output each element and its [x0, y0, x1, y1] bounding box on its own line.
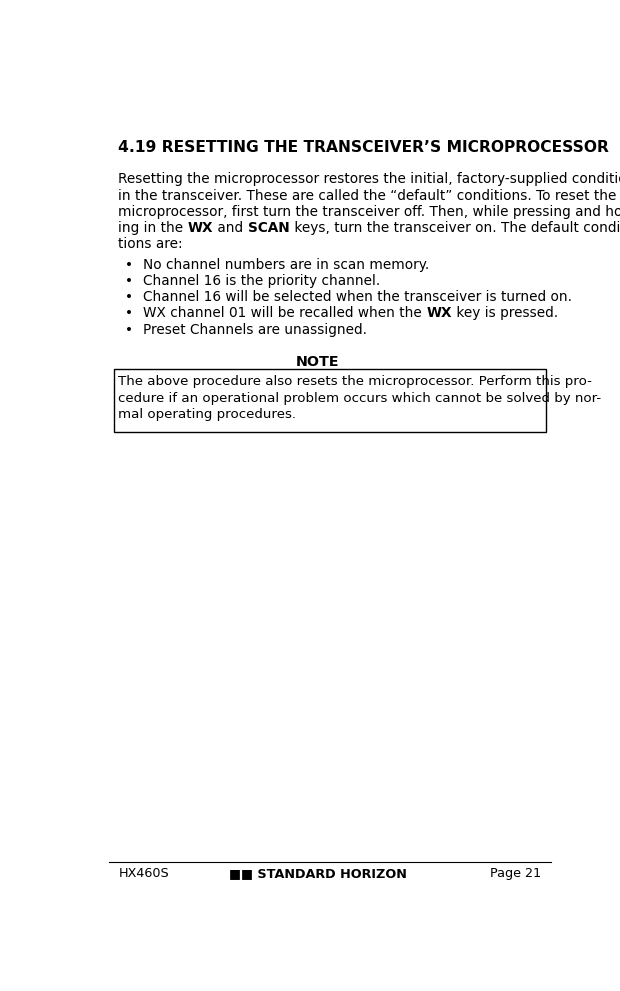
Text: The above procedure also resets the microprocessor. Perform this pro-: The above procedure also resets the micr…: [118, 376, 592, 388]
Bar: [113, 370, 546, 432]
Text: WX: WX: [427, 306, 452, 320]
Text: keys, turn the transceiver on. The default condi-: keys, turn the transceiver on. The defau…: [290, 221, 620, 235]
Text: Page 21: Page 21: [490, 867, 541, 880]
Text: 4.19 RESETTING THE TRANSCEIVER’S MICROPROCESSOR: 4.19 RESETTING THE TRANSCEIVER’S MICROPR…: [118, 141, 609, 156]
Text: •: •: [125, 290, 133, 304]
Text: cedure if an operational problem occurs which cannot be solved by nor-: cedure if an operational problem occurs …: [118, 391, 601, 404]
Text: key is pressed.: key is pressed.: [452, 306, 558, 320]
Text: •: •: [125, 306, 133, 320]
Text: WX channel 01 will be recalled when the: WX channel 01 will be recalled when the: [143, 306, 427, 320]
Text: SCAN: SCAN: [248, 221, 290, 235]
Text: •: •: [125, 258, 133, 272]
Text: NOTE: NOTE: [296, 356, 340, 370]
Text: in the transceiver. These are called the “default” conditions. To reset the: in the transceiver. These are called the…: [118, 188, 617, 202]
Text: HX460S: HX460S: [118, 867, 169, 880]
Text: Channel 16 is the priority channel.: Channel 16 is the priority channel.: [143, 274, 381, 288]
Text: •: •: [125, 322, 133, 337]
Text: Resetting the microprocessor restores the initial, factory-supplied conditions: Resetting the microprocessor restores th…: [118, 172, 620, 186]
Text: ing in the: ing in the: [118, 221, 188, 235]
Text: ■■ STANDARD HORIZON: ■■ STANDARD HORIZON: [229, 867, 407, 880]
Text: Channel 16 will be selected when the transceiver is turned on.: Channel 16 will be selected when the tra…: [143, 290, 572, 304]
Text: and: and: [213, 221, 248, 235]
Text: No channel numbers are in scan memory.: No channel numbers are in scan memory.: [143, 258, 430, 272]
Text: tions are:: tions are:: [118, 237, 183, 251]
Text: WX: WX: [188, 221, 213, 235]
Text: •: •: [125, 274, 133, 288]
Text: Preset Channels are unassigned.: Preset Channels are unassigned.: [143, 322, 367, 337]
Text: microprocessor, first turn the transceiver off. Then, while pressing and hold-: microprocessor, first turn the transceiv…: [118, 205, 620, 219]
Text: mal operating procedures.: mal operating procedures.: [118, 408, 296, 421]
